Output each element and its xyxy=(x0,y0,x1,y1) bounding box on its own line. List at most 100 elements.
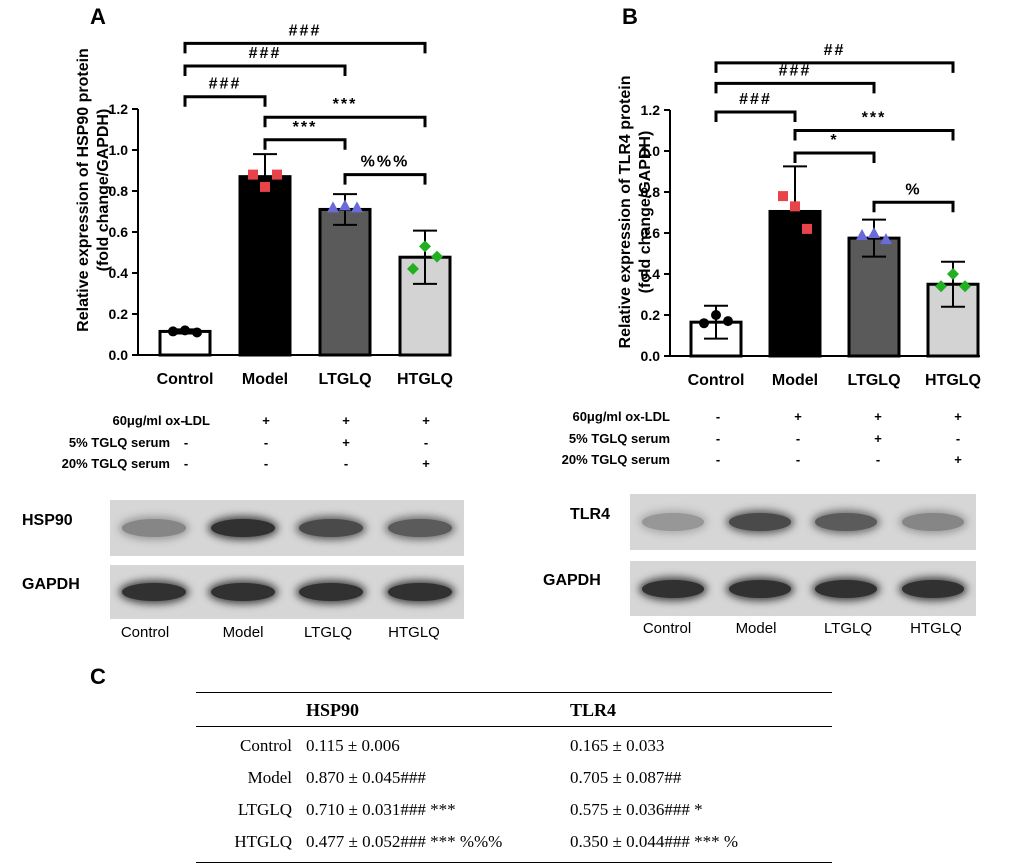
blot-band xyxy=(815,579,878,598)
significance-bracket xyxy=(183,64,347,76)
significance-label: ### xyxy=(249,45,282,62)
data-point xyxy=(419,240,431,253)
blot-band xyxy=(122,583,187,601)
significance-bracket xyxy=(343,173,427,185)
treatment-value: - xyxy=(795,452,801,467)
treatment-value: - xyxy=(263,456,269,471)
blot-b-bottom-image xyxy=(630,561,976,616)
chart-a-hsp90: 0.0 0.2 0.4 0.6 0.8 1.0 1.2 Control Model LTGLQ HT… xyxy=(109,22,453,388)
x-tick-label: LTGLQ xyxy=(318,371,371,388)
data-point xyxy=(407,262,419,275)
treatment-value: + xyxy=(794,409,802,424)
blot-b-top-label: TLR4 xyxy=(570,506,610,523)
blot-band xyxy=(210,519,275,537)
data-point xyxy=(339,199,351,211)
table-rule-top xyxy=(196,692,832,693)
x-tick-label: Model xyxy=(242,371,288,388)
table-row-label: HTGLQ xyxy=(234,832,292,851)
data-point xyxy=(790,201,800,212)
treatment-value: + xyxy=(342,435,350,450)
blot-band xyxy=(901,579,964,598)
y-tick-label: 0.8 xyxy=(641,184,661,200)
treatment-value: + xyxy=(422,456,430,471)
blot-a-lane-label: LTGLQ xyxy=(303,624,353,641)
blot-band xyxy=(387,519,452,537)
treatment-label: 20% TGLQ serum xyxy=(561,452,670,467)
data-point xyxy=(711,310,721,320)
y-tick-label: 0.0 xyxy=(641,348,661,364)
data-point xyxy=(327,201,339,213)
bar xyxy=(238,175,292,357)
panel-label-b: B xyxy=(622,4,638,29)
table-cell: 0.165 ± 0.033 xyxy=(570,736,665,755)
data-point xyxy=(856,229,868,241)
x-tick-label: Control xyxy=(157,371,214,388)
data-point xyxy=(868,227,880,238)
significance-label: %%% xyxy=(361,154,410,171)
significance-bracket xyxy=(263,115,427,128)
treatment-value: - xyxy=(955,431,961,446)
blot-a-lane-label: Control xyxy=(120,624,170,641)
blot-band xyxy=(728,513,791,531)
table-cell: 0.705 ± 0.087## xyxy=(570,768,682,787)
x-tick-label: HTGLQ xyxy=(397,371,453,388)
data-point xyxy=(802,223,812,234)
y-tick-label: 0.2 xyxy=(109,306,129,322)
treatment-value: - xyxy=(715,431,721,446)
blot-a-bottom-image xyxy=(110,565,464,619)
table-rule-mid xyxy=(196,726,832,727)
y-tick-label: 0.4 xyxy=(109,265,129,281)
y-tick-label: 1.0 xyxy=(109,142,129,158)
blot-band xyxy=(299,583,364,601)
table-cell: 0.350 ± 0.044### *** % xyxy=(570,832,738,851)
table-cell: 0.575 ± 0.036### * xyxy=(570,800,703,819)
blot-band xyxy=(642,579,705,598)
data-point xyxy=(180,325,190,336)
panel-label-c: C xyxy=(90,664,106,689)
treatment-value: + xyxy=(874,409,882,424)
data-point xyxy=(778,191,788,202)
data-point xyxy=(699,318,709,329)
treatment-value: - xyxy=(875,452,881,467)
treatment-label: 60μg/ml ox-LDL xyxy=(572,409,670,424)
blot-a-top-image xyxy=(110,500,464,556)
y-tick-label: 1.2 xyxy=(109,101,129,117)
significance-bracket xyxy=(714,110,797,123)
table-row-label: Control xyxy=(240,736,292,755)
treatment-value: + xyxy=(954,409,962,424)
treatment-value: - xyxy=(715,409,721,424)
y-tick-label: 0.6 xyxy=(641,225,661,241)
blot-b-bottom-label: GAPDH xyxy=(543,572,601,589)
treatment-value: + xyxy=(874,431,882,446)
data-point xyxy=(168,326,178,337)
table-cell: 0.115 ± 0.006 xyxy=(306,736,400,755)
significance-label: ### xyxy=(779,62,812,79)
significance-bracket xyxy=(263,138,347,150)
significance-bracket xyxy=(793,151,876,164)
blot-band xyxy=(299,519,364,537)
data-point xyxy=(959,280,971,293)
panel-label-a: A xyxy=(90,4,106,29)
significance-label: * xyxy=(830,132,838,149)
treatment-label: 5% TGLQ serum xyxy=(68,435,170,450)
significance-label: ### xyxy=(739,91,772,108)
blot-b-lane-label: HTGLQ xyxy=(910,620,962,637)
significance-label: % xyxy=(905,181,921,198)
significance-bracket xyxy=(872,200,955,213)
blot-b-lane-label: Model xyxy=(735,620,777,637)
table-header-hsp90: HSP90 xyxy=(306,700,360,720)
treatment-value: - xyxy=(263,435,269,450)
blot-b-lane-label: LTGLQ xyxy=(823,620,873,637)
blot-band xyxy=(815,513,878,531)
treatment-value: - xyxy=(343,456,349,471)
y-tick-label: 0.2 xyxy=(641,307,661,323)
data-point xyxy=(947,268,959,280)
x-tick-label: LTGLQ xyxy=(847,372,900,389)
blot-band xyxy=(728,579,791,598)
significance-label: *** xyxy=(293,119,318,136)
blot-band xyxy=(901,513,964,531)
treatment-label: 60μg/ml ox-LDL xyxy=(112,413,210,428)
x-tick-label: HTGLQ xyxy=(925,372,981,389)
y-tick-label: 0.4 xyxy=(641,266,661,282)
blot-band xyxy=(387,583,452,601)
